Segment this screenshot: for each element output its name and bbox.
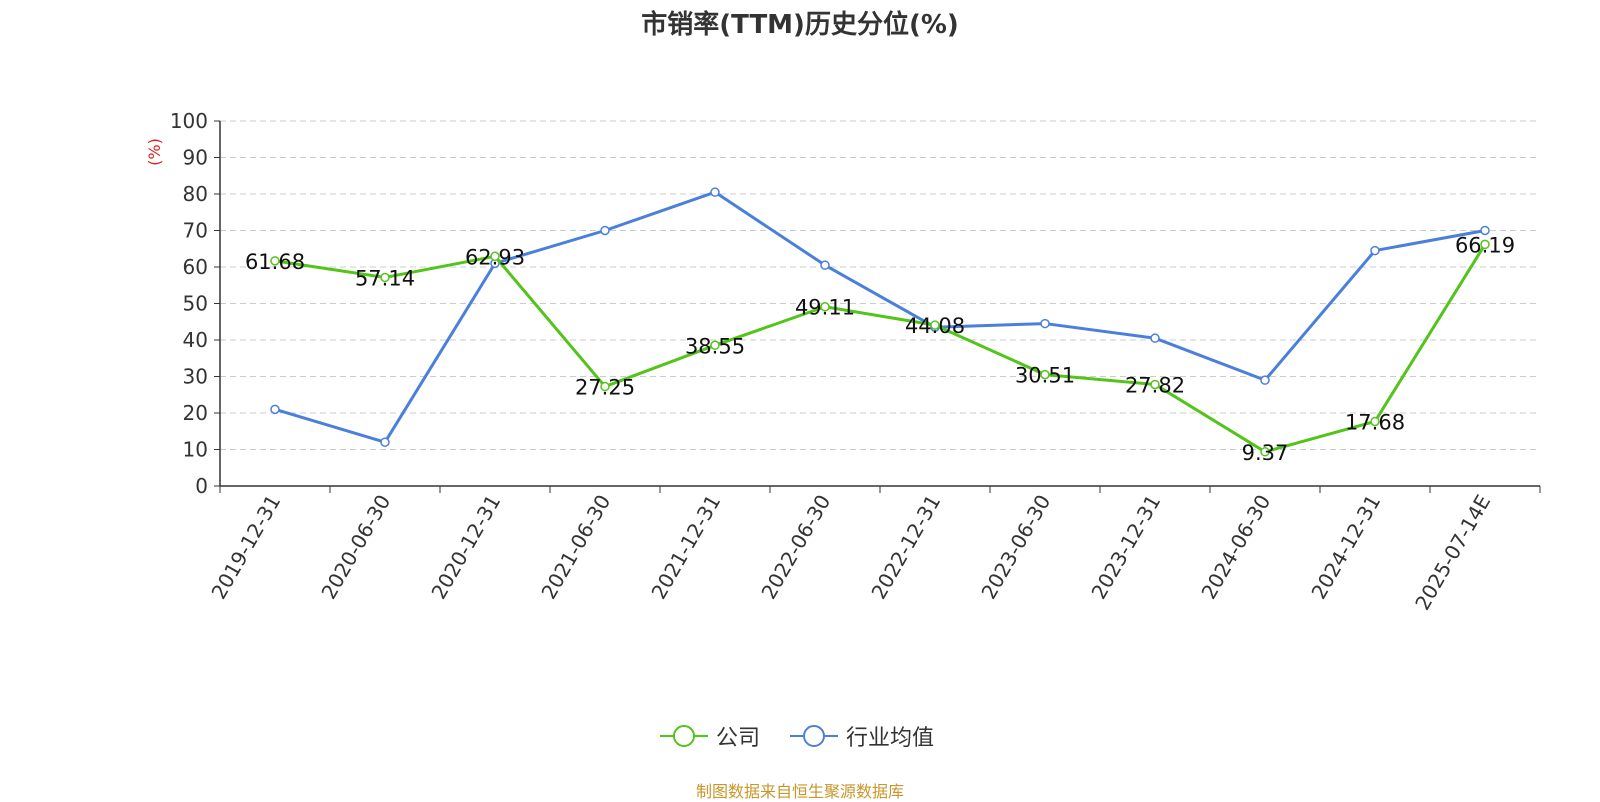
data-label: 57.14 bbox=[355, 266, 415, 290]
legend-label-industry-average: 行业均值 bbox=[846, 726, 935, 751]
source-note: 制图数据来自恒生聚源数据库 bbox=[695, 782, 904, 801]
data-label: 17.68 bbox=[1345, 410, 1405, 434]
data-point-company[interactable] bbox=[1370, 416, 1380, 427]
data-point-company[interactable] bbox=[1150, 379, 1160, 390]
data-point-company[interactable] bbox=[490, 251, 500, 262]
data-label: 38.55 bbox=[685, 334, 745, 358]
chart-title: 市销率(TTM)历史分位(%) bbox=[641, 10, 959, 40]
data-point-industry-average[interactable] bbox=[820, 260, 830, 270]
legend-label-company: 公司 bbox=[716, 726, 761, 751]
x-tick-label: 2022-12-31 bbox=[866, 491, 945, 604]
y-tick-label: 50 bbox=[183, 292, 208, 316]
data-labels: 61.68 57.14 62.93 27.25 38.55 49.11 44.08 30.51… bbox=[245, 233, 1515, 464]
y-tick-label: 70 bbox=[183, 219, 208, 243]
data-label: 62.93 bbox=[465, 245, 525, 269]
x-tick-label: 2019-12-31 bbox=[206, 491, 285, 604]
data-point-industry-average[interactable] bbox=[1150, 333, 1160, 343]
data-label: 30.51 bbox=[1015, 364, 1075, 388]
data-point-company[interactable] bbox=[380, 272, 390, 283]
data-label: 61.68 bbox=[245, 250, 305, 274]
data-point-company[interactable] bbox=[1260, 447, 1270, 457]
y-tick-label: 60 bbox=[183, 255, 208, 279]
series-line-industry-average bbox=[274, 190, 1486, 444]
x-tick-label: 2023-12-31 bbox=[1086, 491, 1165, 604]
data-point-company[interactable] bbox=[1040, 369, 1050, 380]
legend-industry-marker-icon bbox=[790, 725, 838, 747]
x-tick-label: 2020-06-30 bbox=[316, 491, 395, 604]
y-tick-label: 30 bbox=[183, 365, 208, 389]
data-label: 44.08 bbox=[905, 314, 965, 338]
y-tick-label: 90 bbox=[183, 146, 208, 170]
data-point-company[interactable] bbox=[1480, 239, 1490, 250]
data-label: 66.19 bbox=[1455, 233, 1515, 257]
axes: 0 10 20 30 40 50 60 70 80 90 100 2019-12-31 2020-06-… bbox=[170, 109, 1541, 615]
x-tick-label: 2024-06-30 bbox=[1196, 491, 1275, 604]
y-tick-label: 40 bbox=[183, 328, 208, 352]
data-point-industry-average[interactable] bbox=[710, 187, 720, 197]
y-tick-label: 20 bbox=[183, 401, 208, 425]
data-point-industry-average[interactable] bbox=[1480, 225, 1490, 236]
data-label: 27.82 bbox=[1125, 373, 1185, 397]
legend-company-marker-icon bbox=[660, 725, 708, 747]
x-tick-label: 2024-12-31 bbox=[1306, 491, 1385, 604]
data-label: 9.37 bbox=[1242, 441, 1289, 465]
series-line-company bbox=[274, 243, 1487, 454]
data-label: 27.25 bbox=[575, 376, 635, 400]
series-lines bbox=[270, 187, 1490, 457]
x-tick-label: 2021-12-31 bbox=[646, 491, 725, 604]
data-label: 49.11 bbox=[795, 296, 855, 320]
x-tick-label: 2020-12-31 bbox=[426, 491, 505, 604]
y-tick-label: 100 bbox=[170, 109, 208, 133]
y-axis-label: (%) bbox=[145, 138, 164, 166]
x-tick-label: 2022-06-30 bbox=[756, 491, 835, 604]
grid-lines bbox=[220, 120, 1540, 450]
data-point-industry-average[interactable] bbox=[270, 404, 280, 415]
data-point-company[interactable] bbox=[710, 340, 720, 351]
data-point-company[interactable] bbox=[600, 381, 610, 392]
x-tick-label: 2023-06-30 bbox=[976, 491, 1055, 604]
y-tick-label: 80 bbox=[183, 182, 208, 206]
legend-item-industry-average[interactable]: 行业均值 bbox=[790, 720, 934, 752]
x-tick-label: 2021-06-30 bbox=[536, 491, 615, 604]
data-point-industry-average[interactable] bbox=[600, 225, 610, 236]
y-tick-label: 10 bbox=[183, 438, 208, 462]
x-tick-label: 2025-07-14E bbox=[1410, 491, 1495, 615]
data-point-company[interactable] bbox=[820, 301, 830, 312]
data-point-company[interactable] bbox=[270, 256, 280, 266]
data-point-industry-average[interactable] bbox=[380, 437, 390, 447]
data-point-industry-average[interactable] bbox=[1260, 375, 1270, 385]
y-tick-label: 0 bbox=[195, 474, 208, 498]
data-point-company[interactable] bbox=[930, 320, 940, 330]
data-point-industry-average[interactable] bbox=[1370, 245, 1380, 256]
legend-item-company[interactable]: 公司 bbox=[660, 720, 760, 752]
data-point-industry-average[interactable] bbox=[1040, 318, 1050, 329]
